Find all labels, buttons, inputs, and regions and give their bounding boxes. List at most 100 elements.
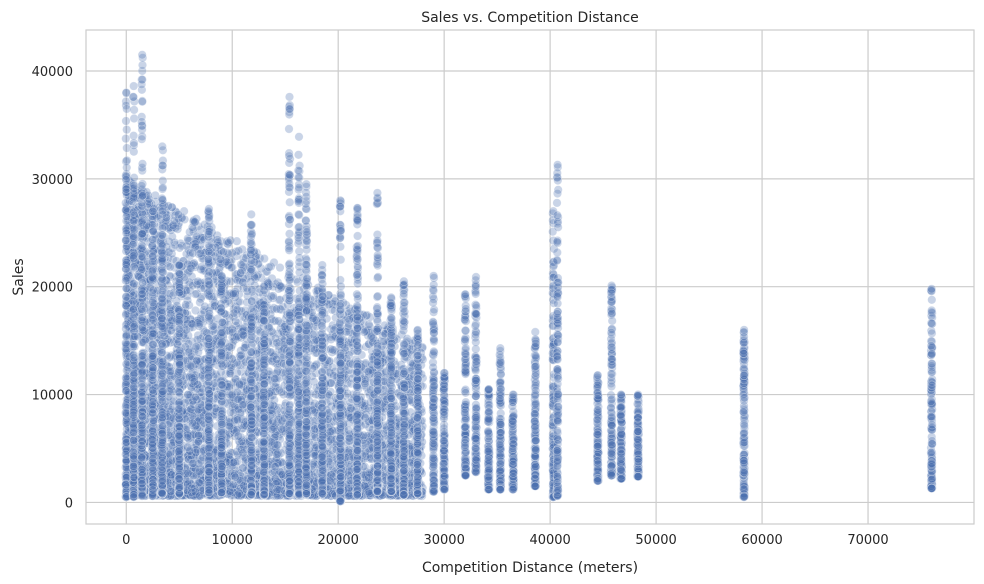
data-point [306,470,316,480]
data-point [190,454,200,464]
data-point [299,434,309,444]
data-point [236,259,246,269]
data-point [274,458,284,468]
data-point [295,448,305,458]
data-point [391,438,401,448]
data-point [237,424,247,434]
data-point [163,253,173,263]
data-point [272,304,282,314]
data-point [396,437,406,447]
data-point [274,341,284,351]
data-point [291,364,301,374]
data-point [272,354,282,364]
data-point [154,254,164,264]
data-point [123,315,133,325]
data-point [175,243,185,253]
data-point [149,476,159,486]
data-point [347,405,357,415]
data-point [373,398,383,408]
data-point [188,248,198,258]
data-point [123,484,133,494]
data-point [341,337,351,347]
data-point [276,350,286,360]
data-point [272,338,282,348]
data-point [311,348,321,358]
data-point [191,305,201,315]
data-point [194,466,204,476]
data-point [235,469,245,479]
data-point [202,479,212,489]
data-point [243,386,253,396]
data-point [390,360,400,370]
data-point [196,459,206,469]
data-point [333,482,343,492]
gridlines [86,30,974,524]
data-point [256,491,266,501]
data-point [170,491,180,501]
data-point [261,266,271,276]
data-point [328,345,338,355]
data-point [157,471,167,481]
data-point [187,320,197,330]
data-point [239,330,249,340]
data-point [228,288,238,298]
data-point [190,217,200,227]
data-point [319,451,329,461]
data-point [168,433,178,443]
data-point [197,486,207,496]
data-point [243,291,253,301]
data-point [368,463,378,473]
data-point [215,490,225,500]
data-point [154,437,164,447]
data-point [200,365,210,375]
data-point [385,363,395,373]
data-point [145,429,155,439]
data-point [153,396,163,406]
data-point [134,362,144,372]
data-point [367,365,377,375]
data-point [358,317,368,327]
data-point [132,188,142,198]
data-point [272,440,282,450]
data-point [280,465,290,475]
data-point [162,378,172,388]
data-point [286,481,296,491]
data-point [184,300,194,310]
data-point [168,220,178,230]
data-point [190,289,200,299]
data-point [144,406,154,416]
data-point [127,446,137,456]
data-point [314,458,324,468]
data-point [305,487,315,497]
data-point [150,426,160,436]
data-point [152,307,162,317]
data-point [319,352,329,362]
data-point [345,304,355,314]
data-point [355,409,365,419]
data-point [126,478,136,488]
data-point [340,483,350,493]
data-point [193,437,203,447]
data-point [210,471,220,481]
data-point [353,475,363,485]
data-point [269,316,279,326]
data-point [272,458,282,468]
data-point [183,268,193,278]
data-point [176,357,186,367]
data-point [205,361,215,371]
data-point [150,293,160,303]
data-point [278,459,288,469]
data-point [327,299,337,309]
data-point [195,248,205,258]
data-point [215,461,225,471]
data-point [235,379,245,389]
data-point [383,443,393,453]
data-point [218,440,228,450]
data-point [170,283,180,293]
data-point [326,387,336,397]
data-point [257,440,267,450]
data-point [236,367,246,377]
data-point [199,266,209,276]
data-point [347,369,357,379]
data-point [189,379,199,389]
